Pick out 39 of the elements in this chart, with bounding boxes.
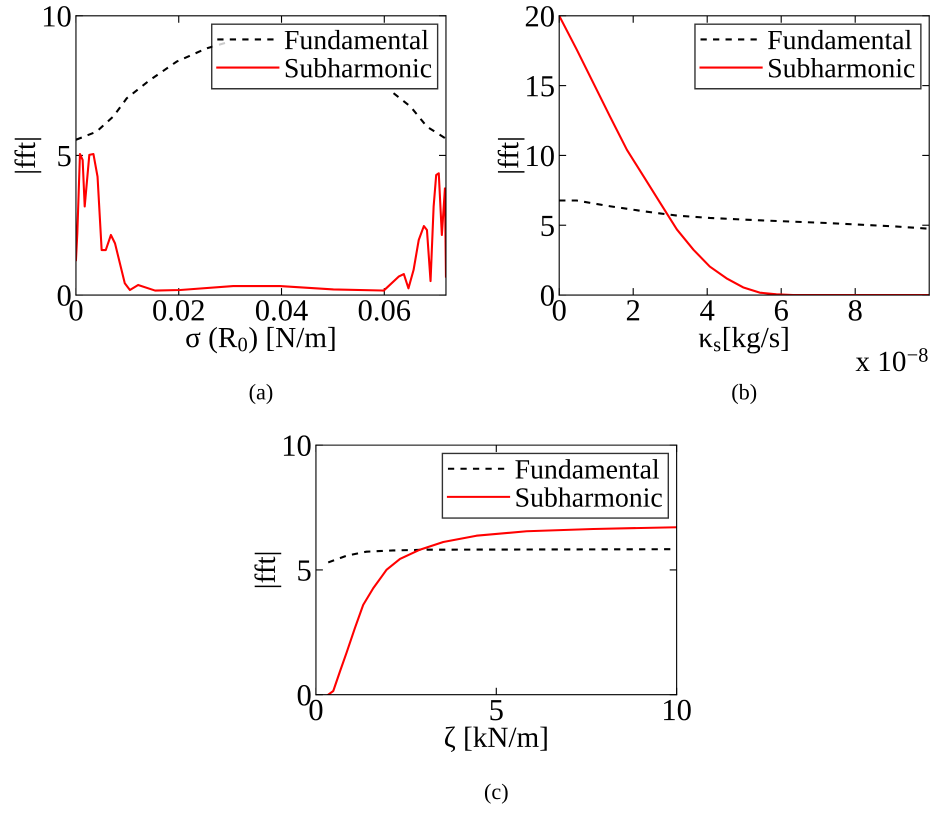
x-axis-title: σ (R$_{0}$) [N/m] [186,326,335,354]
legend-label: Subharmonic [769,58,914,78]
legend-label: Subharmonic [516,487,662,507]
y-tick-label: 20 [526,6,554,27]
y-axis-title: |fft| [254,552,282,588]
y-axis-title: |fft| [14,138,42,173]
y-tick-label: 5 [58,146,71,166]
x-axis-title: ζ [kN/m] [444,726,547,752]
x-tick-label: 5 [490,700,503,720]
x-tick-label: 0.06 [358,300,410,321]
y-tick-label: 0 [298,685,311,706]
legend-label: Subharmonic [286,58,432,78]
y-tick-label: 15 [527,76,554,97]
y-tick-label: 10 [284,435,311,456]
text: (b) [732,384,756,404]
y-tick-label: 0 [540,285,554,306]
x-axis-title: κ$_{s}$[kg/s] [698,326,788,354]
line-series [327,526,677,695]
y-tick-label: 10 [527,146,554,166]
text: (c) [484,784,508,804]
legend-label: Fundamental [768,30,912,50]
y-tick-label: 0 [58,285,71,306]
text: (a) [250,384,272,404]
y-tick-label: 5 [298,560,311,581]
y-tick-label: 10 [44,6,71,27]
x-tick-label: 4 [700,300,714,320]
x-tick-label: 2 [626,300,640,320]
legend-label: Fundamental [515,459,660,479]
x-tick-label: 8 [848,300,862,321]
x-tick-label: 6 [774,300,788,321]
line-series [559,16,930,296]
line-series [76,152,446,292]
x-tick-label: 10 [664,700,691,720]
y-axis-title: |fft| [498,138,524,173]
x-tick-label: 0.02 [153,300,204,321]
legend-label: Fundamental [284,30,428,50]
y-tick-label: 5 [542,216,554,236]
text: x 10$^{−8}$ [856,348,928,372]
x-tick-label: 0.04 [256,300,308,321]
